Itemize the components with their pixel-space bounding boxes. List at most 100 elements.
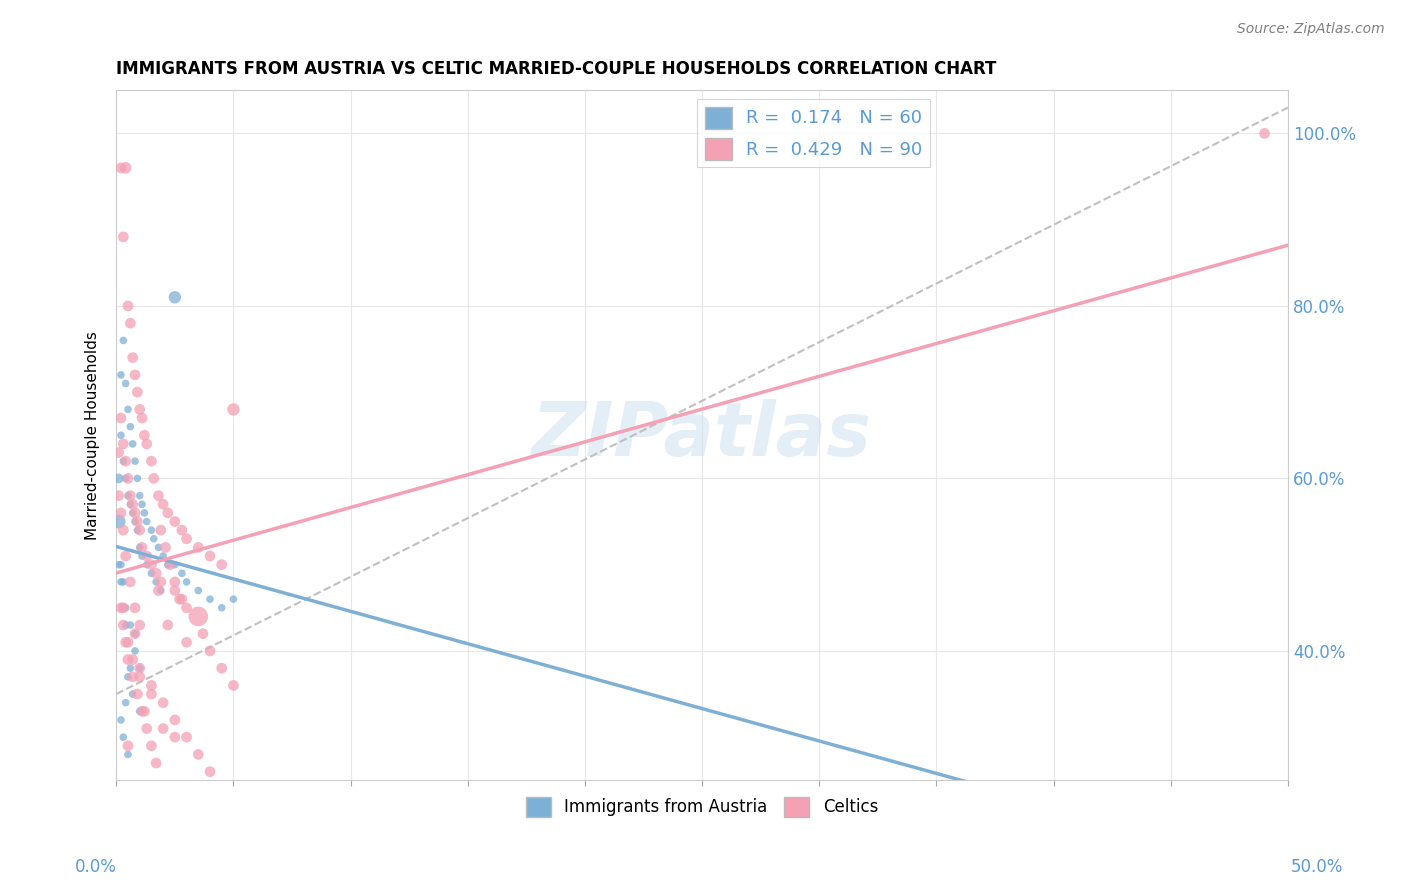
Point [121,652,143,666]
Point [117,635,139,649]
Point [112,600,135,615]
Point [114,618,136,632]
Text: Source: ZipAtlas.com: Source: ZipAtlas.com [1237,22,1385,37]
Point [149,583,172,598]
Point [117,670,139,684]
Point [112,334,135,348]
Point [114,635,136,649]
Point [128,523,150,537]
Point [152,497,174,511]
Point [131,411,153,425]
Point [117,489,139,503]
Text: IMMIGRANTS FROM AUSTRIA VS CELTIC MARRIED-COUPLE HOUSEHOLDS CORRELATION CHART: IMMIGRANTS FROM AUSTRIA VS CELTIC MARRIE… [117,60,997,78]
Point [141,687,163,701]
Point [114,696,136,710]
Point [128,661,150,675]
Text: 50.0%: 50.0% [1291,858,1344,876]
Point [127,515,149,529]
Point [112,574,135,589]
Point [135,549,157,563]
Point [124,454,146,468]
Point [110,506,132,520]
Point [145,574,167,589]
Point [222,678,245,692]
Point [148,541,170,555]
Point [128,618,150,632]
Point [152,722,174,736]
Point [141,558,163,572]
Point [112,454,135,468]
Point [110,558,132,572]
Point [120,489,142,503]
Point [141,566,163,581]
Point [187,747,209,762]
Point [117,402,139,417]
Point [112,437,135,451]
Point [156,558,179,572]
Point [211,600,233,615]
Point [114,161,136,175]
Point [198,764,221,779]
Point [124,506,146,520]
Point [110,161,132,175]
Point [112,230,135,244]
Point [127,523,149,537]
Point [145,566,167,581]
Point [187,541,209,555]
Point [112,600,135,615]
Point [163,713,186,727]
Point [198,549,221,563]
Point [134,506,156,520]
Y-axis label: Married-couple Households: Married-couple Households [86,331,100,540]
Point [121,437,143,451]
Point [169,592,191,607]
Point [198,592,221,607]
Point [135,515,157,529]
Point [148,489,170,503]
Point [211,661,233,675]
Point [110,411,132,425]
Point [222,402,245,417]
Text: 0.0%: 0.0% [75,858,117,876]
Point [163,558,186,572]
Point [120,574,142,589]
Point [128,661,150,675]
Point [124,515,146,529]
Point [176,600,198,615]
Point [142,532,165,546]
Point [120,618,142,632]
Point [128,541,150,555]
Point [135,437,157,451]
Point [170,523,193,537]
Point [176,730,198,744]
Point [110,428,132,442]
Point [124,626,146,640]
Point [159,558,181,572]
Point [121,351,143,365]
Point [135,558,157,572]
Point [114,376,136,391]
Point [127,471,149,485]
Point [114,454,136,468]
Point [114,600,136,615]
Point [121,506,143,520]
Point [124,626,146,640]
Point [211,558,233,572]
Point [163,583,186,598]
Point [191,626,214,640]
Point [127,385,149,400]
Point [163,574,186,589]
Point [117,652,139,666]
Point [141,523,163,537]
Point [131,497,153,511]
Point [152,696,174,710]
Point [110,574,132,589]
Point [163,730,186,744]
Point [149,523,172,537]
Point [121,687,143,701]
Point [145,756,167,770]
Point [114,549,136,563]
Text: ZIPatlas: ZIPatlas [531,399,872,472]
Point [128,670,150,684]
Point [110,713,132,727]
